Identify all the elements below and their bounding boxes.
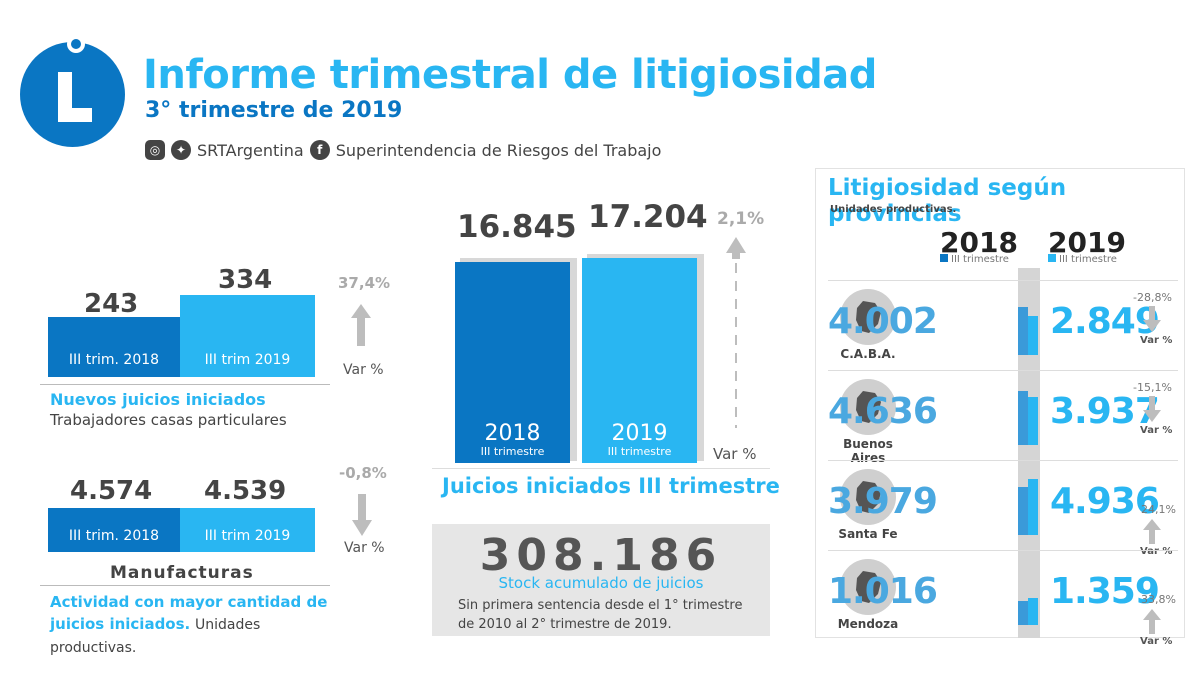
- bar-label-2018: III trim. 2018: [68, 528, 160, 544]
- page-subtitle: 3° trimestre de 2019: [145, 98, 403, 123]
- bar-label-2018: 2018: [484, 421, 541, 446]
- bar-2019: [180, 295, 315, 377]
- value-2019: 2.849: [1050, 301, 1160, 342]
- value-2019: 3.937: [1050, 391, 1160, 432]
- logo-dot: [67, 35, 85, 53]
- province-map-icon: [840, 559, 896, 615]
- bar-2018: [1018, 600, 1028, 625]
- change-percent: 2,1%: [717, 209, 765, 229]
- value-2019: 1.359: [1050, 571, 1160, 612]
- instagram-icon[interactable]: ◎: [145, 140, 165, 160]
- var-label: Var %: [1140, 335, 1173, 346]
- casas-subtitle: Trabajadores casas particulares: [50, 411, 287, 429]
- stock-panel: 308.186 Stock acumulado de juicios Sin p…: [432, 524, 770, 636]
- up-arrow-icon: [1143, 519, 1161, 544]
- province-name: C.A.B.A.: [840, 347, 896, 361]
- stock-label: Stock acumulado de juicios: [498, 574, 704, 592]
- bar-2019: [1028, 597, 1038, 625]
- change-percent: 37,4%: [338, 274, 391, 292]
- var-label: Var %: [1140, 546, 1173, 557]
- value-label-2019: 4.539: [204, 476, 287, 506]
- value-2018: 4.002: [828, 301, 938, 342]
- bar-2019: [1028, 397, 1038, 445]
- legend-2018: 2018: [940, 226, 1018, 259]
- province-name: Buenos Aires: [843, 437, 893, 465]
- stock-note: Sin primera sentencia desde el 1° trimes…: [458, 598, 743, 632]
- stock-value: 308.186: [479, 530, 723, 581]
- bar-2018: [1018, 486, 1028, 535]
- provincias-title: Litigiosidad según provincias: [828, 175, 1067, 227]
- bar-label-2018: III trim. 2018: [68, 352, 160, 368]
- down-arrow-icon: [1143, 396, 1161, 422]
- chart-juicios-iniciados: 16.845 17.204 2018 III trimestre 2019 II…: [430, 195, 775, 495]
- page-title: Informe trimestral de litigiosidad: [143, 52, 877, 98]
- value-2018: 1.016: [828, 571, 938, 612]
- value-label-2019: 17.204: [588, 199, 708, 235]
- value-label-2019: 334: [218, 265, 273, 295]
- province-row: C.A.B.A. 4.002 2.849 -28,8% Var %: [828, 280, 1178, 368]
- social-page[interactable]: Superintendencia de Riesgos del Trabajo: [335, 140, 662, 160]
- bar-label-2019: III trim 2019: [204, 352, 291, 368]
- var-label: Var %: [1140, 425, 1173, 436]
- bar-sub-2019: III trimestre: [607, 445, 672, 458]
- province-map-icon: [840, 289, 896, 345]
- social-bar: ◎ ✦ SRTArgentina f Superintendencia de R…: [145, 140, 661, 160]
- var-label: Var %: [713, 445, 757, 463]
- bar-2018: [1018, 391, 1028, 445]
- provincias-panel: [815, 168, 1185, 638]
- bar-2019: [582, 258, 697, 463]
- chart-casas-particulares: 243 334 III trim. 2018 III trim 2019 37,…: [48, 255, 408, 415]
- bar-2018: [1018, 306, 1028, 355]
- var-label: Var %: [343, 362, 384, 378]
- province-name: Santa Fe: [838, 527, 898, 541]
- srt-logo: [20, 35, 125, 147]
- bar-2019: [1028, 315, 1038, 355]
- bar-2018: [48, 317, 180, 377]
- var-label: Var %: [1140, 636, 1173, 647]
- province-row: Santa Fe 3.979 4.936 24,1% Var %: [828, 460, 1178, 557]
- change-percent: 24,1%: [1141, 503, 1176, 516]
- bar-label-2019: III trim 2019: [204, 528, 291, 544]
- manufacturas-caption: Actividad con mayor cantidad de juicios …: [50, 593, 328, 633]
- up-arrow-icon: [726, 237, 746, 428]
- value-2018: 3.979: [828, 481, 938, 522]
- legend-2019: 2019: [1048, 226, 1126, 259]
- change-percent: -28,8%: [1133, 291, 1172, 304]
- province-map-icon: [840, 379, 896, 435]
- province-row: Mendoza 1.016 1.359 33,8% Var %: [828, 550, 1178, 647]
- facebook-icon[interactable]: f: [309, 140, 330, 160]
- down-arrow-icon: [1143, 306, 1161, 332]
- manufacturas-title: Manufacturas: [110, 563, 254, 583]
- province-map-icon: [840, 469, 896, 525]
- bar-2018: [455, 262, 570, 463]
- value-label-2018: 4.574: [70, 476, 153, 506]
- up-arrow-icon: [1143, 609, 1161, 634]
- bar-2019: [1028, 479, 1038, 535]
- legend-2019-sub: III trimestre: [1048, 254, 1117, 265]
- var-label: Var %: [344, 540, 385, 556]
- provincias-subtitle: Unidades productivas.: [830, 204, 957, 215]
- twitter-icon[interactable]: ✦: [171, 140, 191, 160]
- bar-2019: [180, 508, 315, 552]
- province-name: Mendoza: [837, 617, 899, 631]
- legend-2018-sub: III trimestre: [940, 254, 1009, 265]
- chart-manufacturas: 4.574 4.539 III trim. 2018 III trim 2019…: [48, 462, 408, 556]
- casas-title: Nuevos juicios iniciados: [50, 390, 266, 409]
- bar-2018: [48, 508, 180, 552]
- up-arrow-icon: [351, 304, 371, 346]
- juicios-title: Juicios iniciados III trimestre: [442, 474, 780, 498]
- bar-label-2019: 2019: [611, 421, 668, 446]
- social-handle[interactable]: SRTArgentina: [197, 140, 304, 160]
- value-2019: 4.936: [1050, 481, 1160, 522]
- province-row: Buenos Aires 4.636 3.937 -15,1% Var %: [828, 370, 1178, 465]
- value-2018: 4.636: [828, 391, 938, 432]
- down-arrow-icon: [352, 494, 372, 536]
- change-percent: -15,1%: [1133, 381, 1172, 394]
- value-label-2018: 16.845: [457, 209, 577, 245]
- bar-sub-2018: III trimestre: [480, 445, 545, 458]
- change-percent: 33,8%: [1141, 593, 1176, 606]
- manufacturas-unit: Unidades productivas.: [50, 617, 261, 656]
- change-percent: -0,8%: [339, 464, 387, 482]
- value-label-2018: 243: [84, 289, 139, 319]
